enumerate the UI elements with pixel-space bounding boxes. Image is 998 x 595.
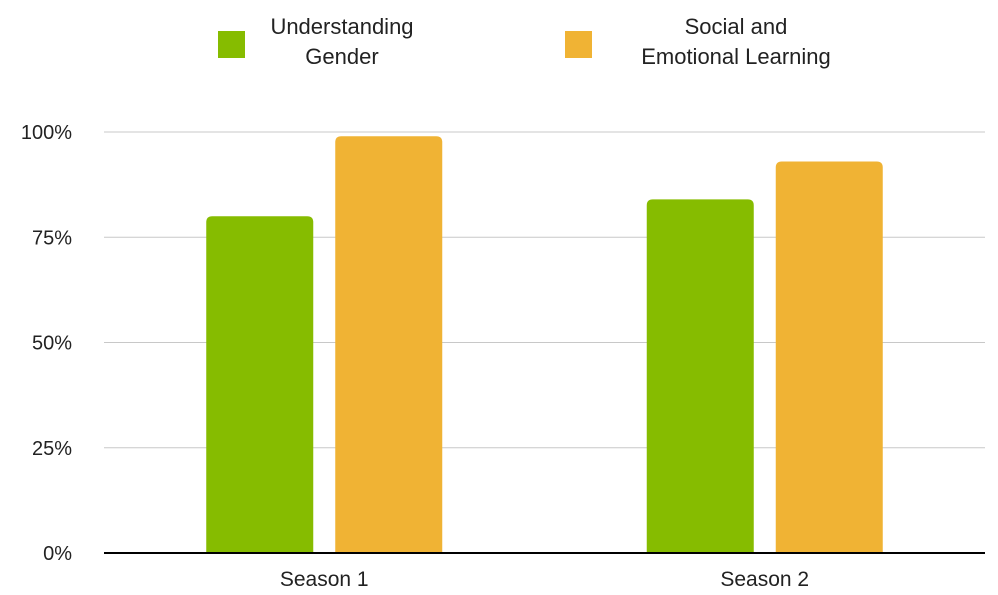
legend-swatch-social-emotional-learning — [565, 31, 592, 58]
legend: Understanding Gender Social and Emotiona… — [0, 0, 998, 90]
legend-item-understanding-gender: Understanding Gender — [218, 12, 425, 72]
bar — [206, 216, 314, 553]
bar — [335, 136, 443, 553]
y-tick-label: 50% — [32, 333, 72, 355]
bar — [775, 161, 883, 553]
x-tick-label: Season 1 — [280, 568, 369, 591]
x-tick-label: Season 2 — [720, 568, 809, 591]
y-tick-label: 100% — [21, 122, 72, 144]
y-tick-label: 0% — [43, 543, 72, 565]
legend-swatch-understanding-gender — [218, 31, 245, 58]
y-tick-label: 75% — [32, 227, 72, 249]
y-tick-label: 25% — [32, 438, 72, 460]
bar — [646, 199, 754, 554]
legend-label-social-emotional-learning: Social and Emotional Learning — [641, 14, 831, 69]
legend-item-social-emotional-learning: Social and Emotional Learning — [565, 12, 866, 72]
legend-label-understanding-gender: Understanding Gender — [270, 14, 414, 69]
